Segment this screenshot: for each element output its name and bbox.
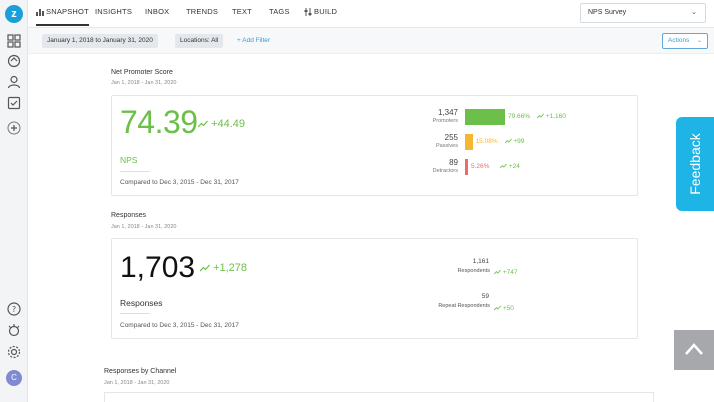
breakdown-percent: 79.66%: [508, 113, 531, 120]
breakdown-delta-value: +1,160: [545, 113, 566, 120]
responses-compare-text: Compared to Dec 3, 2015 - Dec 31, 2017: [120, 322, 239, 329]
dashboard-grid-icon[interactable]: [6, 33, 22, 49]
nps-label: NPS: [120, 155, 138, 165]
locations-filter[interactable]: Locations: All: [175, 34, 224, 48]
respondents-delta: +747: [493, 269, 518, 276]
survey-select[interactable]: NPS Survey ⌄: [580, 3, 706, 23]
help-icon[interactable]: ?: [6, 301, 22, 317]
breakdown-label: Passives: [435, 143, 458, 149]
breakdown-delta: +24: [499, 163, 520, 170]
tab-trends-label: TRENDS: [186, 7, 219, 16]
chevron-down-icon: ⌄: [696, 38, 702, 44]
tab-tags-label: TAGS: [269, 7, 290, 16]
breakdown-percent: 5.26%: [471, 163, 490, 170]
breakdown-count: 1,347: [437, 108, 458, 117]
tab-text[interactable]: TEXT: [232, 0, 252, 26]
nps-score-delta-value: +44.49: [211, 118, 246, 130]
user-avatar[interactable]: C: [6, 370, 22, 386]
divider: [120, 171, 150, 172]
breakdown-bar: [465, 134, 473, 150]
respondents-delta-value: +747: [502, 269, 518, 276]
actions-dropdown[interactable]: Actions ⌄: [662, 33, 708, 49]
trend-up-icon: [499, 163, 507, 169]
add-icon[interactable]: [6, 120, 22, 136]
nps-section-date: Jan 1, 2018 - Jan 31, 2020: [111, 80, 177, 86]
tab-tags[interactable]: TAGS: [269, 0, 290, 26]
breakdown-percent: 15.08%: [475, 138, 498, 145]
tab-text-label: TEXT: [232, 7, 252, 16]
tab-inbox-label: INBOX: [145, 7, 170, 16]
top-nav: SNAPSHOT INSIGHTS INBOX TRENDS TEXT TAGS…: [28, 0, 714, 28]
user-icon[interactable]: [6, 74, 22, 90]
responses-total-delta: +1,278: [199, 262, 248, 274]
divider: [120, 313, 150, 314]
breakdown-bar: [465, 109, 505, 125]
breakdown-label: Promoters: [432, 118, 458, 124]
trend-up-icon: [504, 138, 512, 144]
filter-bar: January 1, 2018 to January 31, 2020 Loca…: [28, 28, 714, 54]
repeat-respondents-delta: +50: [493, 305, 514, 312]
tab-inbox[interactable]: INBOX: [145, 0, 169, 26]
breakdown-delta: +99: [504, 138, 525, 145]
tab-build-label: BUILD: [314, 7, 338, 16]
tab-insights-label: INSIGHTS: [95, 7, 133, 16]
nps-score-delta: +44.49: [197, 118, 246, 130]
checklist-icon[interactable]: [6, 95, 22, 111]
tab-snapshot[interactable]: SNAPSHOT: [36, 0, 89, 26]
channel-section-date: Jan 1, 2018 - Jan 31, 2020: [104, 380, 170, 386]
sliders-icon: [304, 8, 312, 17]
date-range-filter[interactable]: January 1, 2018 to January 31, 2020: [42, 34, 158, 48]
breakdown-delta-value: +24: [508, 163, 520, 170]
campaign-icon[interactable]: [6, 53, 22, 69]
trend-up-icon: [493, 305, 501, 311]
feedback-tab[interactable]: Feedback: [676, 117, 714, 211]
tab-snapshot-label: SNAPSHOT: [46, 7, 89, 16]
nps-section-title: Net Promoter Score: [111, 69, 173, 76]
chevron-up-icon: [685, 343, 703, 355]
breakdown-label: Detractors: [432, 168, 458, 174]
tab-insights[interactable]: INSIGHTS: [95, 0, 132, 26]
respondents-label: Respondents: [457, 268, 490, 274]
trend-up-icon: [199, 264, 210, 272]
nps-compare-text: Compared to Dec 3, 2015 - Dec 31, 2017: [120, 179, 239, 186]
add-filter-link[interactable]: + Add Filter: [237, 37, 271, 44]
feedback-tab-label: Feedback: [687, 133, 703, 195]
app-logo-icon[interactable]: z: [5, 5, 23, 23]
responses-section-date: Jan 1, 2018 - Jan 31, 2020: [111, 224, 177, 230]
trend-up-icon: [536, 113, 544, 119]
left-rail: z ? C: [0, 0, 28, 402]
chevron-down-icon: ⌄: [691, 9, 697, 16]
breakdown-count: 255: [444, 133, 458, 142]
integrations-icon[interactable]: [6, 322, 22, 338]
trend-up-icon: [197, 120, 208, 128]
actions-label: Actions: [668, 37, 690, 44]
repeat-respondents-delta-value: +50: [502, 305, 514, 312]
breakdown-bar: [465, 159, 468, 175]
survey-select-value: NPS Survey: [588, 9, 627, 16]
trend-up-icon: [493, 269, 501, 275]
breakdown-count: 89: [449, 158, 458, 167]
scroll-to-top-button[interactable]: [674, 330, 714, 370]
responses-label: Responses: [120, 298, 163, 308]
nps-score-value: 74.39: [120, 104, 198, 140]
breakdown-delta-value: +99: [513, 138, 525, 145]
responses-card: 1,703 +1,278 Responses Compared to Dec 3…: [111, 238, 638, 339]
tab-build[interactable]: BUILD: [304, 0, 337, 26]
breakdown-delta: +1,160: [536, 113, 566, 120]
respondents-count: 1,161: [472, 258, 489, 265]
repeat-respondents-count: 59: [481, 293, 489, 300]
nps-card: 74.39 +44.49 NPS Compared to Dec 3, 2015…: [111, 95, 638, 196]
channel-section-title: Responses by Channel: [104, 368, 177, 375]
bar-chart-icon: [36, 9, 44, 17]
channel-table: [104, 392, 654, 402]
tab-trends[interactable]: TRENDS: [186, 0, 218, 26]
settings-gear-icon[interactable]: [6, 344, 22, 360]
responses-section-title: Responses: [111, 212, 147, 219]
repeat-respondents-label: Repeat Respondents: [438, 303, 490, 309]
svg-text:?: ?: [12, 305, 16, 314]
responses-total-delta-value: +1,278: [213, 262, 248, 274]
responses-total-value: 1,703: [120, 251, 196, 284]
